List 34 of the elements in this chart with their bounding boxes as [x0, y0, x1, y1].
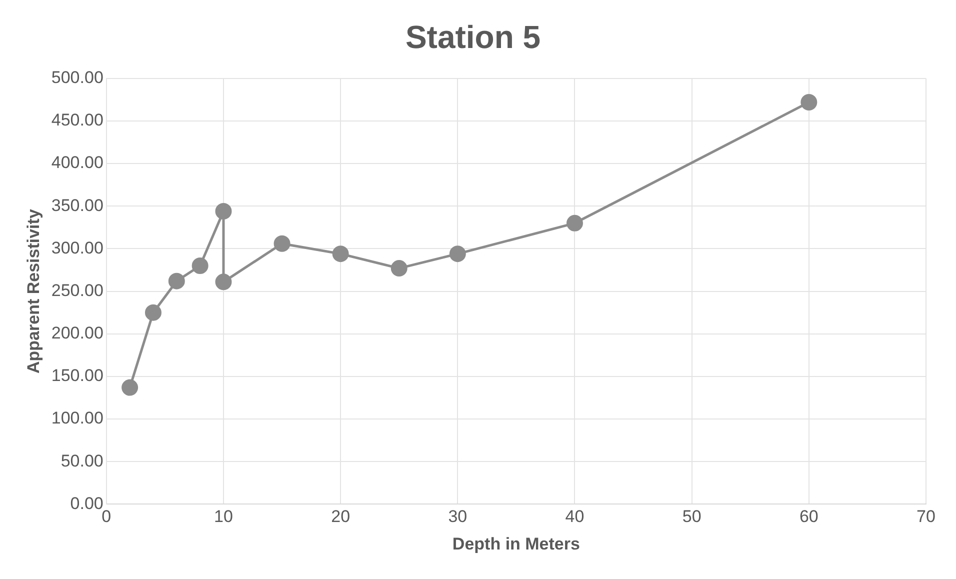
- x-tick-label: 60: [799, 507, 818, 526]
- x-tick-label: 70: [916, 507, 936, 526]
- y-tick-label: 0.00: [70, 494, 104, 513]
- y-tick-label: 150.00: [51, 366, 104, 386]
- y-tick-label: 350.00: [51, 196, 104, 215]
- point: [332, 246, 349, 262]
- point: [566, 214, 583, 232]
- point: [215, 203, 232, 220]
- y-tick-label: 500.00: [51, 68, 104, 88]
- point: [168, 272, 185, 290]
- point: [274, 235, 290, 252]
- x-tick-label: 20: [331, 507, 350, 526]
- point: [192, 258, 208, 274]
- point: [800, 94, 818, 110]
- point: [390, 260, 408, 277]
- point: [449, 246, 466, 262]
- point: [144, 304, 162, 321]
- y-tick-label: 50.00: [60, 451, 104, 470]
- y-tick-label: 200.00: [51, 324, 104, 343]
- y-axis-title: Apparent Resistivity: [24, 208, 43, 374]
- x-axis-title: Depth in Meters: [452, 534, 580, 554]
- chart-title: Station 5: [405, 19, 541, 56]
- y-tick-label: 100.00: [51, 408, 104, 428]
- y-tick-label: 250.00: [51, 280, 104, 300]
- x-tick-label: 50: [682, 507, 702, 526]
- y-tick-label: 450.00: [51, 110, 104, 130]
- x-tick-label: 0: [102, 507, 112, 526]
- y-tick-label: 400.00: [51, 153, 104, 172]
- y-tick-label: 300.00: [51, 238, 104, 258]
- x-tick-label: 10: [214, 507, 233, 526]
- x-tick-label: 40: [565, 507, 584, 526]
- point: [122, 379, 138, 396]
- point: [215, 274, 232, 290]
- x-tick-label: 30: [448, 507, 468, 526]
